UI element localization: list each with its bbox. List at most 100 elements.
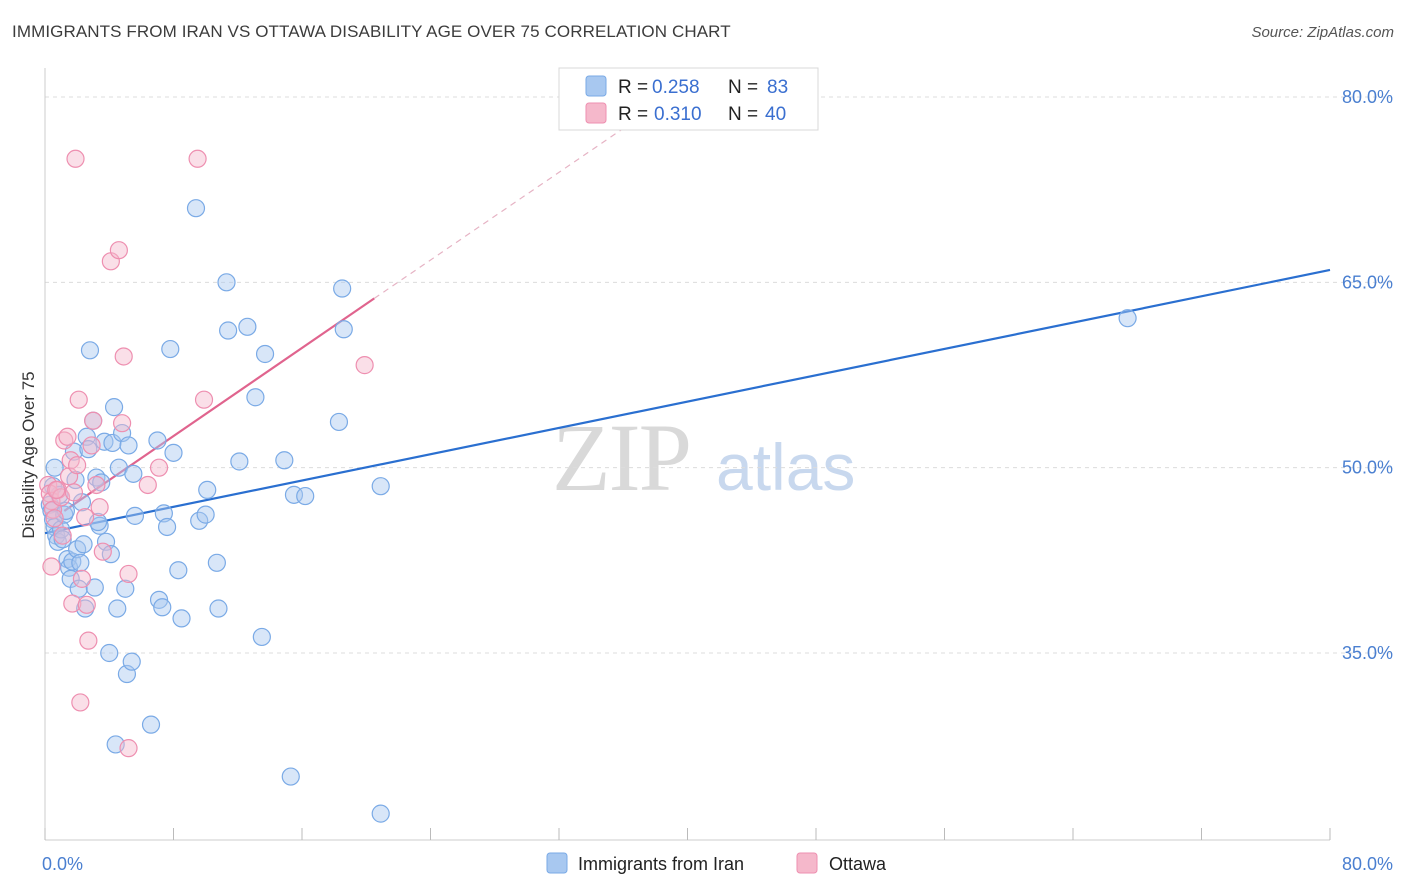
ottawa-point-16 bbox=[68, 456, 87, 475]
iran-point-56 bbox=[186, 199, 206, 218]
legend-r-value-1: 0.258 bbox=[652, 77, 700, 98]
ottawa-point-29 bbox=[109, 241, 128, 260]
x-tick-label-1: 80.0% bbox=[1342, 854, 1393, 874]
iran-point-40 bbox=[116, 579, 135, 598]
ottawa-point-35 bbox=[149, 458, 169, 477]
y-tick-label-2: 65.0% bbox=[1342, 272, 1393, 292]
iran-point-35 bbox=[104, 398, 124, 417]
iran-point-77 bbox=[281, 767, 300, 786]
iran-point-32 bbox=[100, 643, 119, 663]
ottawa-point-21 bbox=[77, 595, 96, 614]
iran-point-19 bbox=[71, 553, 90, 572]
iran-point-66 bbox=[246, 388, 265, 407]
x-tick-label-0: 0.0% bbox=[42, 854, 83, 874]
iran-point-74 bbox=[334, 320, 353, 339]
y-tick-label-3: 80.0% bbox=[1342, 87, 1393, 107]
y-tick-label-0: 35.0% bbox=[1342, 643, 1393, 663]
iran-point-65 bbox=[238, 317, 257, 336]
iran-point-60 bbox=[207, 553, 226, 572]
legend-n-value-2: 40 bbox=[765, 104, 786, 125]
iran-point-47 bbox=[148, 431, 167, 450]
ottawa-point-10 bbox=[58, 427, 77, 446]
series-legend: Immigrants from Iran Ottawa bbox=[546, 852, 887, 874]
iran-point-29 bbox=[92, 473, 111, 492]
ottawa-point-15 bbox=[66, 149, 85, 168]
iran-point-42 bbox=[119, 436, 138, 455]
legend-swatch-pink bbox=[585, 102, 607, 124]
ottawa-point-20 bbox=[76, 507, 95, 527]
gridlines bbox=[45, 96, 1392, 654]
y-axis-label: Disability Age Over 75 bbox=[19, 371, 38, 538]
iran-point-71 bbox=[296, 486, 315, 506]
axes bbox=[44, 68, 1331, 841]
iran-point-49 bbox=[153, 598, 172, 617]
iran-point-64 bbox=[230, 452, 249, 471]
ottawa-point-36 bbox=[188, 149, 207, 168]
ottawa-point-34 bbox=[138, 475, 157, 495]
ottawa-point-17 bbox=[69, 390, 88, 409]
ottawa-point-5 bbox=[42, 557, 61, 576]
iran-point-51 bbox=[157, 517, 177, 537]
ottawa-point-30 bbox=[112, 414, 132, 433]
watermark-atlas: atlas bbox=[716, 430, 855, 504]
iran-trend-line bbox=[44, 268, 1331, 535]
iran-point-44 bbox=[124, 464, 143, 483]
ottawa-point-38 bbox=[355, 356, 374, 375]
ottawa-point-24 bbox=[84, 411, 103, 430]
iran-point-79 bbox=[45, 458, 64, 477]
ottawa-point-22 bbox=[79, 631, 98, 650]
legend-n-label-2: N = bbox=[728, 104, 758, 125]
ottawa-point-37 bbox=[194, 390, 214, 409]
ottawa-point-26 bbox=[90, 498, 109, 517]
ottawa-point-18 bbox=[71, 693, 90, 712]
source-credit: Source: ZipAtlas.com bbox=[1251, 24, 1394, 41]
bottom-legend-swatch-iran bbox=[546, 852, 568, 874]
iran-point-50 bbox=[154, 504, 173, 523]
ottawa-point-8 bbox=[53, 526, 72, 545]
iran-point-52 bbox=[161, 339, 180, 359]
iran-point-63 bbox=[219, 321, 238, 340]
ottawa-point-27 bbox=[93, 542, 112, 561]
iran-point-72 bbox=[329, 412, 349, 432]
iran-point-75 bbox=[371, 477, 390, 496]
bottom-legend-label-iran: Immigrants from Iran bbox=[578, 854, 744, 874]
bottom-legend-swatch-ottawa bbox=[796, 852, 818, 874]
chart-title: IMMIGRANTS FROM IRAN VS OTTAWA DISABILIT… bbox=[12, 22, 731, 41]
ottawa-point-23 bbox=[82, 436, 101, 455]
iran-point-43 bbox=[122, 652, 141, 671]
legend-n-label-1: N = bbox=[728, 77, 758, 98]
legend-r-label-2: R = bbox=[618, 104, 648, 125]
iran-point-54 bbox=[169, 561, 188, 580]
iran-point-37 bbox=[108, 599, 127, 618]
iran-point-61 bbox=[209, 599, 228, 618]
iran-point-20 bbox=[74, 535, 93, 554]
stats-legend: R = 0.258 N = 83 R = 0.310 N = 40 bbox=[558, 67, 819, 131]
ottawa-point-33 bbox=[119, 739, 138, 758]
ottawa-point-32 bbox=[119, 564, 138, 584]
iran-point-62 bbox=[217, 273, 236, 292]
iran-point-24 bbox=[80, 341, 100, 360]
iran-point-67 bbox=[252, 627, 271, 647]
ottawa-point-13 bbox=[63, 594, 82, 613]
watermark-zip: ZIP bbox=[552, 404, 690, 511]
ottawa-trend-extension bbox=[373, 84, 688, 299]
tick-labels: 35.0% 50.0% 65.0% 80.0% 0.0% 80.0% bbox=[42, 87, 1393, 874]
iran-point-69 bbox=[275, 451, 294, 470]
ottawa-point-14 bbox=[64, 483, 84, 502]
legend-swatch-blue bbox=[585, 75, 607, 97]
iran-point-26 bbox=[85, 578, 104, 597]
y-tick-label-1: 50.0% bbox=[1342, 458, 1393, 478]
iran-point-45 bbox=[125, 506, 145, 525]
iran-point-46 bbox=[141, 715, 161, 734]
ottawa-point-4 bbox=[45, 509, 64, 528]
watermark: ZIP atlas bbox=[552, 404, 855, 511]
ottawa-point-31 bbox=[114, 347, 133, 366]
iran-point-68 bbox=[255, 344, 275, 364]
iran-point-58 bbox=[196, 505, 215, 524]
data-points bbox=[39, 149, 1137, 823]
iran-point-76 bbox=[371, 804, 390, 823]
iran-point-80 bbox=[56, 501, 75, 521]
ottawa-point-25 bbox=[87, 475, 106, 495]
legend-n-value-1: 83 bbox=[767, 77, 788, 98]
